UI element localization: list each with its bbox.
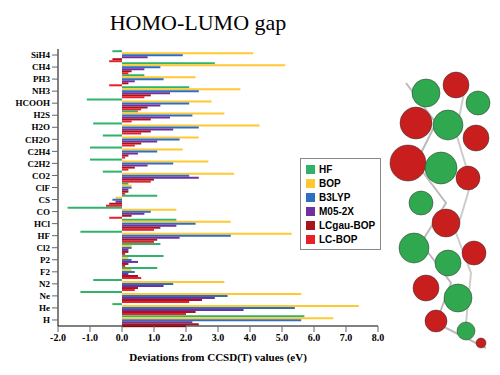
svg-text:HCl: HCl xyxy=(34,219,51,229)
svg-text:PH3: PH3 xyxy=(33,74,50,84)
svg-text:P2: P2 xyxy=(40,255,50,265)
svg-text:CH4: CH4 xyxy=(32,62,51,72)
svg-text:0.0: 0.0 xyxy=(116,332,129,343)
svg-text:6.0: 6.0 xyxy=(308,332,321,343)
svg-text:Deviations from CCSD(T) values: Deviations from CCSD(T) values (eV) xyxy=(129,351,307,364)
html-text:LC-BOP: LC-BOP xyxy=(319,233,358,245)
svg-text:CS: CS xyxy=(38,195,50,205)
html-text:BOP: BOP xyxy=(319,177,341,189)
svg-text:-2.0: -2.0 xyxy=(50,332,66,343)
html-text:HF: HF xyxy=(319,163,333,175)
svg-text:SiH4: SiH4 xyxy=(31,50,51,60)
html-text:LCgau-BOP: LCgau-BOP xyxy=(319,219,376,231)
svg-text:5.0: 5.0 xyxy=(276,332,289,343)
svg-text:H2O: H2O xyxy=(31,122,50,132)
svg-text:8.0: 8.0 xyxy=(372,332,385,343)
html-text:M05-2X: M05-2X xyxy=(319,205,354,217)
svg-text:HF: HF xyxy=(38,231,51,241)
html-text:B3LYP: B3LYP xyxy=(319,191,351,203)
svg-text:Cl2: Cl2 xyxy=(37,243,51,253)
svg-text:7.0: 7.0 xyxy=(340,332,353,343)
svg-text:3.0: 3.0 xyxy=(212,332,225,343)
svg-text:C2H4: C2H4 xyxy=(28,147,51,157)
svg-text:H: H xyxy=(43,315,50,325)
svg-text:ClF: ClF xyxy=(36,183,51,193)
svg-text:F2: F2 xyxy=(40,267,50,277)
svg-text:CO2: CO2 xyxy=(32,171,51,181)
svg-text:4.0: 4.0 xyxy=(244,332,257,343)
svg-text:Ne: Ne xyxy=(40,291,51,301)
svg-text:2.0: 2.0 xyxy=(180,332,193,343)
svg-text:C2H2: C2H2 xyxy=(28,159,51,169)
svg-text:HCOOH: HCOOH xyxy=(15,98,50,108)
svg-text:NH3: NH3 xyxy=(32,86,51,96)
svg-text:1.0: 1.0 xyxy=(148,332,161,343)
svg-text:-1.0: -1.0 xyxy=(82,332,98,343)
svg-text:He: He xyxy=(39,303,50,313)
svg-text:CO: CO xyxy=(37,207,51,217)
svg-text:CH2O: CH2O xyxy=(25,135,50,145)
svg-text:N2: N2 xyxy=(39,279,50,289)
svg-text:H2S: H2S xyxy=(33,110,50,120)
html-text:HOMO-LUMO gap: HOMO-LUMO gap xyxy=(109,10,287,35)
